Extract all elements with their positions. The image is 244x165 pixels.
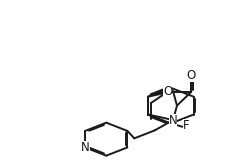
Text: N: N: [169, 114, 177, 127]
Text: O: O: [187, 69, 196, 82]
Text: N: N: [81, 141, 90, 154]
Text: F: F: [183, 119, 190, 132]
Text: O: O: [163, 85, 172, 98]
